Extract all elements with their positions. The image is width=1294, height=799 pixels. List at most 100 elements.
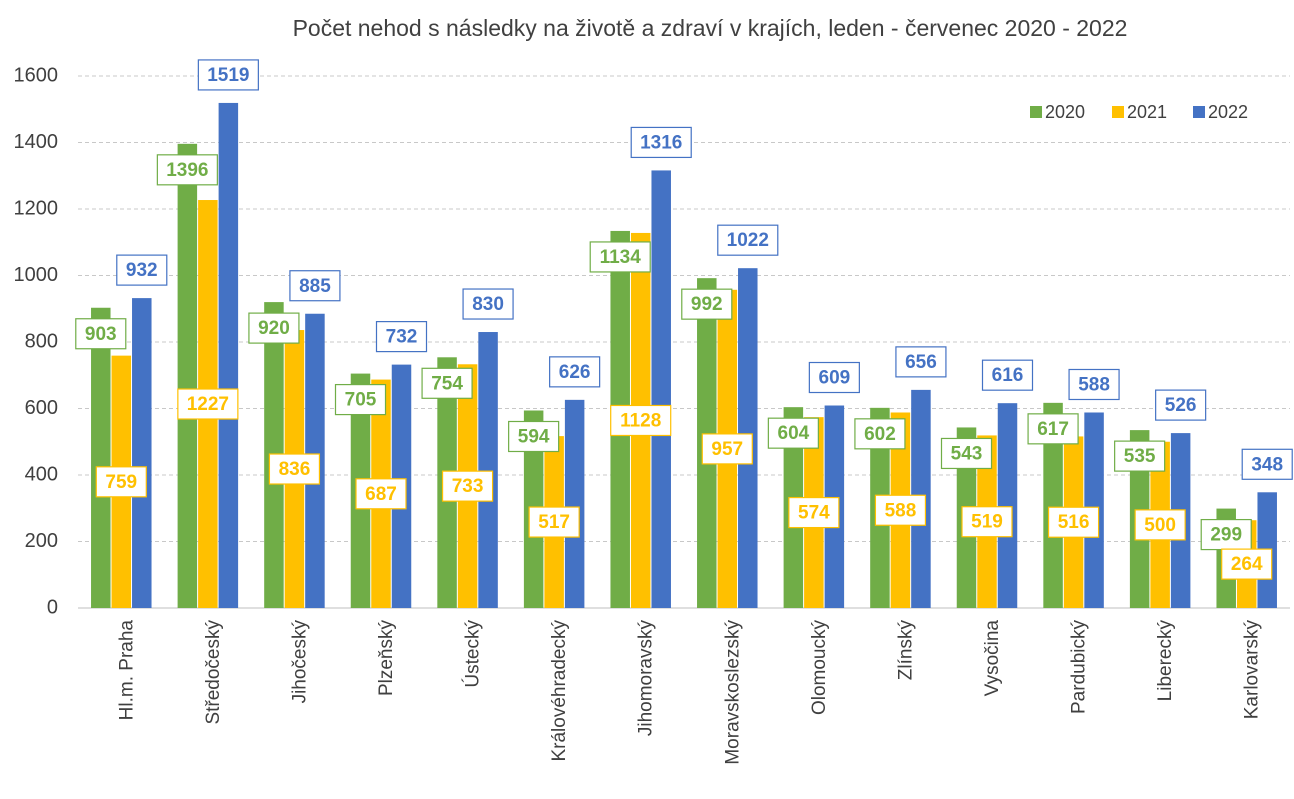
bar [218, 102, 239, 609]
y-tick-label: 0 [47, 596, 58, 618]
legend-label: 2021 [1127, 102, 1167, 122]
data-label-box [334, 383, 387, 416]
bar [478, 332, 498, 608]
legend-label: 2020 [1045, 102, 1085, 122]
x-tick-label: Jihomoravský [636, 620, 657, 737]
data-label: 602 [864, 424, 896, 445]
data-label-box [528, 506, 580, 538]
data-label: 264 [1231, 554, 1263, 575]
data-label: 1134 [600, 247, 642, 268]
data-label: 543 [951, 443, 983, 464]
data-label-box [701, 433, 753, 465]
data-label-box [197, 59, 259, 91]
data-label: 348 [1251, 454, 1283, 475]
data-label-box [462, 288, 514, 320]
data-label-box [808, 361, 860, 394]
data-label: 705 [345, 390, 377, 411]
data-label-box [95, 466, 147, 498]
data-label: 957 [711, 439, 743, 460]
data-label-box [717, 224, 779, 256]
data-label-box [116, 254, 168, 286]
data-label: 517 [538, 512, 570, 533]
x-tick-label: Liberecký [1155, 620, 1176, 702]
data-label: 526 [1165, 395, 1197, 416]
data-label-box [441, 470, 494, 502]
data-label-box [895, 346, 947, 378]
data-label: 574 [798, 503, 830, 524]
data-label-box [610, 404, 672, 437]
data-label-box [1068, 368, 1120, 401]
data-label: 594 [518, 427, 550, 448]
data-label: 500 [1144, 515, 1176, 536]
data-label-box [75, 318, 127, 350]
bar [564, 399, 585, 608]
data-label: 1519 [207, 65, 249, 86]
data-label-box [1200, 518, 1252, 551]
data-label: 516 [1058, 512, 1090, 533]
data-label: 885 [299, 276, 331, 297]
data-label: 903 [85, 324, 117, 345]
data-label: 733 [452, 476, 484, 497]
data-label-box [1241, 448, 1293, 480]
data-label-box [1047, 506, 1100, 538]
data-label-box [268, 453, 321, 485]
data-label-box [177, 388, 239, 420]
data-label-box [1134, 509, 1186, 541]
bar [177, 143, 198, 608]
data-label: 519 [971, 512, 1003, 533]
data-label: 588 [885, 500, 917, 521]
y-tick-label: 800 [25, 330, 58, 352]
data-label-box [1155, 389, 1207, 421]
data-label: 992 [691, 294, 723, 315]
bar [651, 170, 671, 608]
chart-title: Počet nehod s následky na životě a zdrav… [293, 15, 1128, 41]
data-label: 1316 [640, 132, 682, 153]
data-label: 299 [1210, 525, 1242, 546]
x-tick-label: Olomoucký [809, 620, 830, 716]
x-tick-label: Jihočeský [289, 620, 310, 704]
data-label: 1128 [620, 410, 661, 431]
data-label: 609 [819, 368, 851, 389]
data-label: 920 [258, 318, 290, 339]
x-tick-label: Pardubický [1069, 620, 1090, 714]
data-label: 626 [559, 362, 591, 383]
data-label: 535 [1124, 446, 1156, 467]
data-label-box [854, 418, 906, 450]
data-label-box [248, 312, 300, 344]
data-label-box [289, 270, 341, 302]
bar [1043, 402, 1063, 608]
x-tick-label: Moravskoslezský [722, 620, 743, 765]
data-label: 616 [992, 365, 1024, 386]
legend-swatch [1193, 106, 1205, 118]
data-label-box [156, 154, 218, 186]
data-label: 604 [778, 423, 810, 444]
x-tick-label: Zlínský [895, 620, 916, 681]
x-tick-label: Královéhradecký [549, 620, 570, 762]
data-label: 1396 [166, 160, 208, 181]
data-label-box [355, 478, 407, 510]
y-tick-label: 1400 [14, 131, 59, 153]
data-label-box [767, 417, 819, 449]
data-label-box [508, 420, 560, 453]
data-label-box [1114, 440, 1166, 472]
x-tick-label: Karlovarský [1242, 620, 1263, 720]
y-tick-label: 400 [25, 463, 58, 485]
legend-label: 2022 [1208, 102, 1248, 122]
bar [132, 298, 152, 608]
data-label-box [961, 506, 1013, 538]
y-tick-label: 600 [25, 397, 58, 419]
data-label-box [874, 494, 927, 526]
data-label-box [589, 241, 651, 273]
data-label-box [421, 367, 473, 399]
data-label: 687 [365, 484, 397, 505]
data-label: 656 [905, 352, 937, 373]
data-label-box [375, 321, 428, 353]
x-tick-label: Plzeňský [376, 620, 397, 697]
data-label-box [1221, 548, 1273, 580]
data-label-box [630, 126, 692, 159]
data-label: 588 [1078, 375, 1110, 396]
y-tick-label: 1600 [14, 64, 59, 86]
data-label: 1227 [187, 394, 229, 415]
x-tick-label: Ústecký [462, 620, 484, 688]
